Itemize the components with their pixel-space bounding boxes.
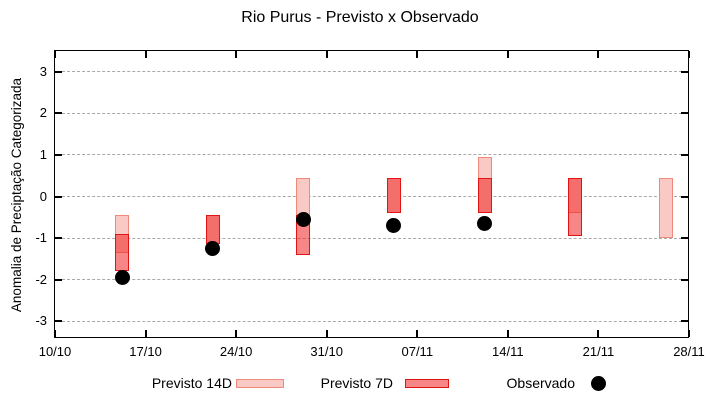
x-tick-mark <box>235 330 238 337</box>
legend-label-observado: Observado <box>506 375 575 391</box>
legend-label-previsto-7d: Previsto 7D <box>320 375 393 391</box>
observed-dot <box>114 270 130 286</box>
x-tick-label: 07/11 <box>401 344 434 359</box>
y-tick-mark <box>55 70 62 73</box>
gridline <box>57 112 687 114</box>
plot-area <box>54 50 689 338</box>
x-tick-mark <box>416 330 419 337</box>
bar-previsto-14d <box>658 177 673 239</box>
bar-previsto-7d <box>477 177 492 214</box>
x-tick-mark <box>597 51 600 58</box>
observed-dot <box>477 216 493 232</box>
observado-dot-icon <box>591 376 606 391</box>
bar-previsto-7d <box>205 215 220 245</box>
y-tick-mark <box>55 320 62 323</box>
gridline <box>57 279 687 281</box>
y-tick-label: 0 <box>39 188 47 204</box>
previsto-7d-swatch-icon <box>405 379 449 388</box>
y-tick-mark <box>55 278 62 281</box>
y-tick-label: 1 <box>39 146 47 162</box>
y-tick-label: 3 <box>39 63 47 79</box>
x-tick-mark <box>144 330 147 337</box>
x-tick-mark <box>325 330 328 337</box>
x-tick-label: 31/10 <box>310 344 343 359</box>
previsto-14d-swatch-icon <box>236 379 284 388</box>
x-tick-mark <box>235 51 238 58</box>
y-tick-mark <box>681 70 688 73</box>
x-tick-label: 10/10 <box>38 344 72 359</box>
bar-previsto-7d <box>568 177 583 237</box>
bar-previsto-7d <box>386 177 401 214</box>
y-tick-mark <box>681 278 688 281</box>
y-tick-mark <box>681 112 688 115</box>
gridline <box>57 320 687 322</box>
bar-previsto-7d <box>115 234 130 272</box>
legend-label-previsto-14d: Previsto 14D <box>151 375 232 391</box>
y-tick-label: -3 <box>35 313 47 329</box>
x-tick-mark <box>54 330 56 337</box>
observed-dot <box>386 218 402 234</box>
gridline <box>57 196 687 198</box>
y-tick-mark <box>55 112 62 115</box>
y-tick-label: -1 <box>35 230 47 246</box>
bar-previsto-14d <box>296 177 311 216</box>
y-tick-mark <box>681 153 688 156</box>
y-tick-mark <box>681 195 688 198</box>
x-tick-mark <box>506 330 509 337</box>
x-tick-mark <box>144 51 147 58</box>
observed-dot <box>205 241 221 257</box>
y-tick-mark <box>55 153 62 156</box>
x-tick-mark <box>325 51 328 58</box>
gridline <box>57 237 687 239</box>
observed-dot <box>295 211 311 227</box>
x-tick-label: 17/10 <box>129 344 162 359</box>
x-tick-mark <box>597 330 600 337</box>
chart-title: Rio Purus - Previsto x Observado <box>241 9 479 26</box>
gridline <box>57 71 687 73</box>
y-tick-label: -2 <box>35 271 47 287</box>
y-tick-mark <box>55 237 62 240</box>
x-tick-label: 24/10 <box>219 344 253 359</box>
x-tick-label: 14/11 <box>492 344 524 359</box>
x-tick-mark <box>688 51 690 58</box>
x-tick-mark <box>506 51 509 58</box>
x-tick-label: 21/11 <box>582 344 615 359</box>
x-tick-mark <box>54 51 56 58</box>
x-tick-mark <box>688 330 690 337</box>
x-tick-label: 28/11 <box>673 344 705 359</box>
gridline <box>57 154 687 156</box>
y-tick-mark <box>681 320 688 323</box>
y-tick-mark <box>55 195 62 198</box>
y-tick-label: 2 <box>39 105 47 121</box>
y-tick-mark <box>681 237 688 240</box>
x-tick-mark <box>416 51 419 58</box>
